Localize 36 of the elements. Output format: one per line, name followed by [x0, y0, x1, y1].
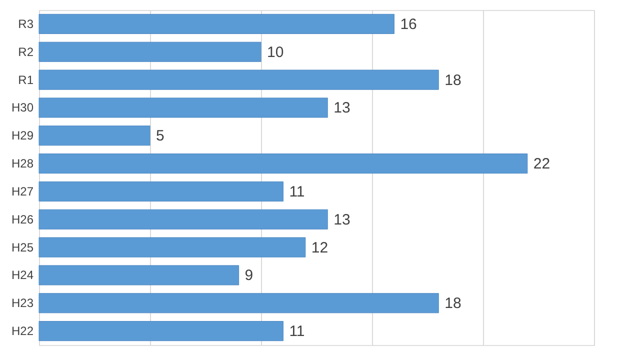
- data-label: 11: [289, 183, 305, 200]
- bar: [38, 98, 328, 118]
- bar: [38, 181, 284, 202]
- y-tick-label: R1: [18, 72, 34, 87]
- bar: [38, 42, 262, 62]
- bar: [38, 70, 439, 90]
- y-tick-label: H28: [11, 156, 34, 171]
- bar: [38, 209, 328, 230]
- y-tick-label: R2: [18, 44, 34, 59]
- y-tick-label: H22: [11, 324, 34, 338]
- data-label: 5: [156, 128, 164, 145]
- bar: [38, 126, 150, 146]
- bar: [38, 14, 394, 34]
- y-tick-label: H24: [11, 268, 34, 282]
- data-label: 22: [533, 156, 550, 173]
- data-label: 18: [444, 72, 462, 89]
- data-label: 11: [289, 323, 305, 340]
- data-label: 13: [334, 100, 350, 117]
- data-label: 13: [334, 211, 350, 228]
- data-label: 12: [311, 239, 328, 256]
- y-tick-label: R3: [18, 16, 34, 31]
- bar: [38, 154, 528, 174]
- data-label: 18: [444, 295, 462, 312]
- data-label: 16: [400, 16, 417, 33]
- data-label: 9: [244, 267, 254, 284]
- bar: [38, 321, 284, 342]
- y-tick-label: H29: [11, 128, 34, 143]
- bar: [38, 265, 240, 286]
- y-tick-label: H25: [11, 240, 34, 254]
- y-tick-label: H23: [11, 296, 34, 310]
- bar: [38, 237, 306, 258]
- bar: [38, 293, 439, 314]
- data-label: 10: [267, 44, 284, 61]
- y-tick-label: H26: [11, 212, 34, 226]
- y-tick-label: H27: [11, 184, 34, 198]
- y-tick-label: H30: [11, 100, 34, 115]
